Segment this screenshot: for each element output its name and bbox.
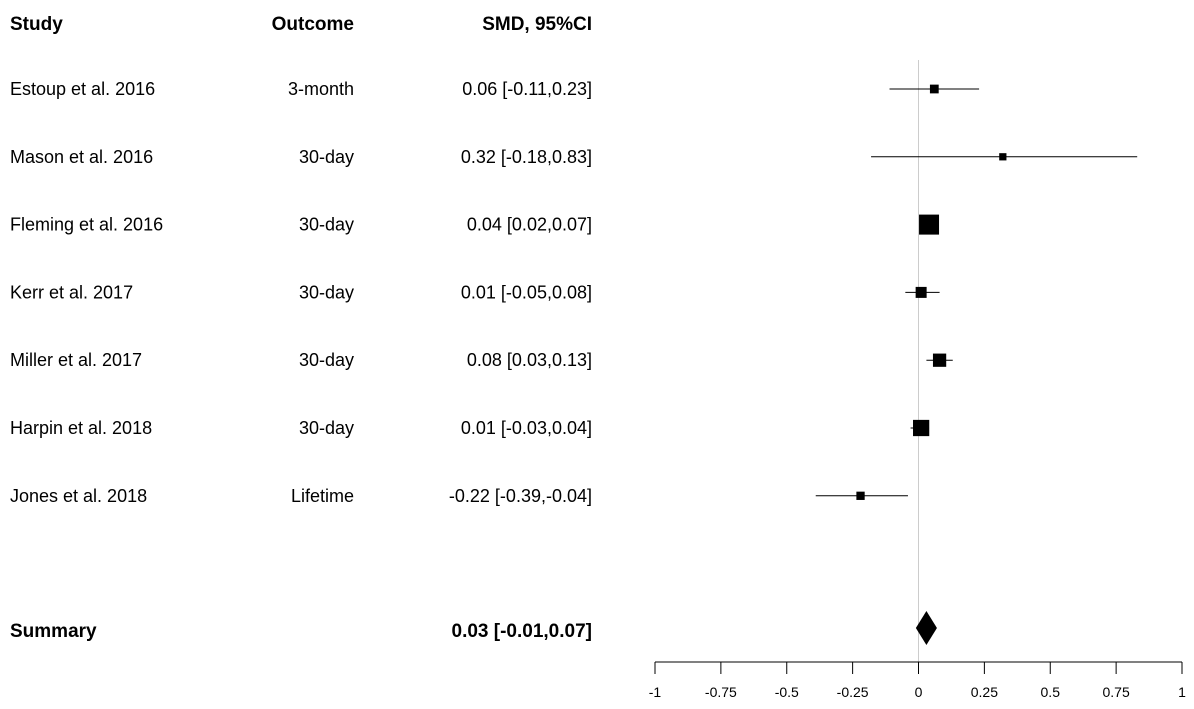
header-study: Study xyxy=(10,14,63,35)
tick-label: 1 xyxy=(1178,684,1186,700)
point-estimate-square xyxy=(919,214,940,235)
point-estimate-square xyxy=(999,153,1007,161)
header-effect: SMD, 95%CI xyxy=(482,14,592,35)
point-estimate-square xyxy=(929,84,939,94)
study-name: Fleming et al. 2016 xyxy=(10,215,163,235)
tick-label: 0.5 xyxy=(1041,684,1061,700)
study-effect-label: 0.01 [-0.03,0.04] xyxy=(461,418,592,438)
point-estimate-square xyxy=(932,353,947,367)
study-outcome: 30-day xyxy=(299,350,354,370)
summary-label: Summary xyxy=(10,621,97,642)
study-outcome: 30-day xyxy=(299,147,354,167)
study-row: Estoup et al. 2016 3-month 0.06 [-0.11,0.2… xyxy=(10,79,980,99)
study-outcome: 30-day xyxy=(299,282,354,302)
study-effect-label: 0.04 [0.02,0.07] xyxy=(467,215,592,235)
study-row: Jones et al. 2018 Lifetime -0.22 [-0.39,-0… xyxy=(10,486,908,506)
study-name: Harpin et al. 2018 xyxy=(10,418,152,438)
summary-diamond xyxy=(915,611,937,645)
study-name: Mason et al. 2016 xyxy=(10,147,153,167)
tick-label: 0.25 xyxy=(971,684,998,700)
study-effect-label: -0.22 [-0.39,-0.04] xyxy=(449,486,592,506)
tick-label: -0.25 xyxy=(837,684,869,700)
tick-label: 0 xyxy=(915,684,923,700)
study-outcome: 30-day xyxy=(299,418,354,438)
study-row: Harpin et al. 2018 30-day 0.01 [-0.03,0.04… xyxy=(10,418,930,438)
tick-label: -0.75 xyxy=(705,684,737,700)
study-effect-label: 0.32 [-0.18,0.83] xyxy=(461,147,592,167)
study-outcome: 3-month xyxy=(288,79,354,99)
point-estimate-square xyxy=(913,419,930,437)
study-name: Kerr et al. 2017 xyxy=(10,282,133,302)
study-row: Mason et al. 2016 30-day 0.32 [-0.18,0.83] xyxy=(10,147,1138,167)
header-outcome: Outcome xyxy=(272,14,354,35)
study-name: Estoup et al. 2016 xyxy=(10,79,155,99)
point-estimate-square xyxy=(915,286,927,298)
study-outcome: 30-day xyxy=(299,215,354,235)
study-effect-label: 0.08 [0.03,0.13] xyxy=(467,350,592,370)
study-row: Fleming et al. 2016 30-day 0.04 [0.02,0.07… xyxy=(10,214,940,235)
study-row: Miller et al. 2017 30-day 0.08 [0.03,0.13] xyxy=(10,350,953,370)
study-effect-label: 0.06 [-0.11,0.23] xyxy=(462,79,592,99)
study-effect-label: 0.01 [-0.05,0.08] xyxy=(461,282,592,302)
study-rows: Estoup et al. 2016 3-month 0.06 [-0.11,0.2… xyxy=(10,79,1138,506)
tick-label: 0.75 xyxy=(1103,684,1130,700)
study-name: Miller et al. 2017 xyxy=(10,350,142,370)
tick-label: -0.5 xyxy=(775,684,799,700)
study-name: Jones et al. 2018 xyxy=(10,486,147,506)
point-estimate-square xyxy=(856,491,865,500)
study-outcome: Lifetime xyxy=(291,486,354,506)
tick-label: -1 xyxy=(649,684,662,700)
study-row: Kerr et al. 2017 30-day 0.01 [-0.05,0.08] xyxy=(10,282,940,302)
summary-effect: 0.03 [-0.01,0.07] xyxy=(452,621,592,642)
x-axis: -1 -0.75 -0.5 -0.25 0 0.25 0.5 0.75 1 xyxy=(649,661,1186,700)
